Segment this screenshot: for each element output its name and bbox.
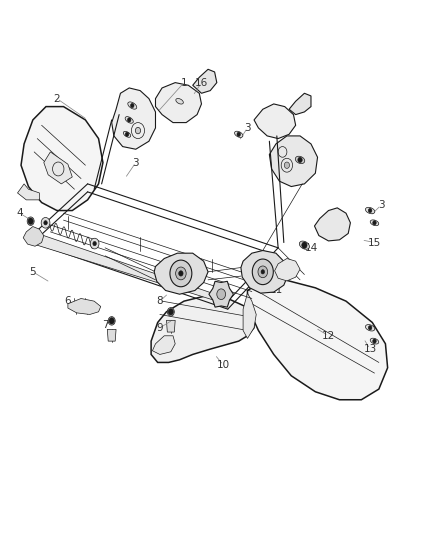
Circle shape	[252, 259, 273, 285]
Polygon shape	[247, 280, 388, 400]
Polygon shape	[44, 152, 72, 184]
Ellipse shape	[167, 308, 174, 316]
Circle shape	[170, 260, 192, 287]
Polygon shape	[26, 232, 228, 304]
Circle shape	[109, 318, 114, 324]
Polygon shape	[254, 104, 296, 139]
Circle shape	[125, 132, 129, 136]
Polygon shape	[314, 208, 350, 241]
Circle shape	[131, 103, 134, 108]
Polygon shape	[154, 253, 208, 294]
Text: 3: 3	[244, 123, 251, 133]
Polygon shape	[23, 227, 44, 246]
Ellipse shape	[295, 156, 305, 164]
Circle shape	[373, 221, 376, 225]
Ellipse shape	[176, 99, 184, 104]
Text: 16: 16	[195, 78, 208, 87]
Ellipse shape	[234, 131, 243, 138]
Polygon shape	[209, 281, 233, 307]
Text: 7: 7	[102, 320, 109, 330]
Text: 3: 3	[378, 200, 385, 210]
Polygon shape	[21, 107, 103, 211]
Circle shape	[90, 238, 99, 249]
Text: 8: 8	[156, 296, 163, 306]
Circle shape	[368, 326, 372, 330]
Circle shape	[237, 132, 240, 136]
Ellipse shape	[27, 217, 34, 225]
Polygon shape	[152, 336, 175, 354]
Circle shape	[41, 217, 50, 228]
Ellipse shape	[365, 207, 375, 214]
Ellipse shape	[108, 317, 115, 325]
Polygon shape	[151, 296, 254, 362]
Polygon shape	[269, 136, 318, 187]
Polygon shape	[18, 184, 39, 200]
Circle shape	[302, 242, 307, 248]
Text: 15: 15	[368, 238, 381, 247]
Polygon shape	[68, 298, 101, 314]
Text: 5: 5	[29, 267, 36, 277]
Ellipse shape	[365, 325, 375, 331]
Text: 3: 3	[132, 158, 139, 167]
Circle shape	[261, 270, 265, 274]
Polygon shape	[241, 251, 288, 293]
Circle shape	[93, 241, 96, 246]
Text: 4: 4	[16, 208, 23, 218]
Polygon shape	[112, 88, 155, 149]
Polygon shape	[275, 259, 300, 281]
Circle shape	[298, 157, 302, 163]
Polygon shape	[193, 69, 217, 93]
Ellipse shape	[124, 131, 131, 138]
Text: 9: 9	[156, 323, 163, 333]
Text: 2: 2	[53, 94, 60, 103]
Polygon shape	[243, 293, 256, 338]
Circle shape	[179, 271, 183, 276]
Circle shape	[176, 267, 186, 280]
Circle shape	[373, 339, 376, 343]
Text: ?: ?	[219, 294, 224, 303]
Circle shape	[284, 162, 290, 168]
Ellipse shape	[125, 117, 133, 123]
Circle shape	[127, 118, 131, 122]
Polygon shape	[107, 329, 116, 341]
Circle shape	[44, 221, 47, 225]
Circle shape	[28, 218, 33, 224]
Text: 1: 1	[180, 78, 187, 87]
Circle shape	[135, 127, 141, 134]
Ellipse shape	[370, 338, 379, 344]
Ellipse shape	[370, 220, 379, 225]
Circle shape	[368, 208, 372, 213]
Ellipse shape	[128, 102, 137, 109]
Circle shape	[217, 289, 226, 300]
Circle shape	[258, 266, 268, 278]
Text: 11: 11	[269, 286, 283, 295]
Polygon shape	[155, 83, 201, 123]
Text: 10: 10	[217, 360, 230, 370]
Polygon shape	[166, 320, 175, 332]
Text: 6: 6	[64, 296, 71, 306]
Text: 14: 14	[304, 243, 318, 253]
Ellipse shape	[299, 241, 310, 249]
Circle shape	[168, 309, 173, 315]
Text: 13: 13	[364, 344, 377, 354]
Polygon shape	[289, 93, 311, 115]
Text: 12: 12	[322, 331, 335, 341]
